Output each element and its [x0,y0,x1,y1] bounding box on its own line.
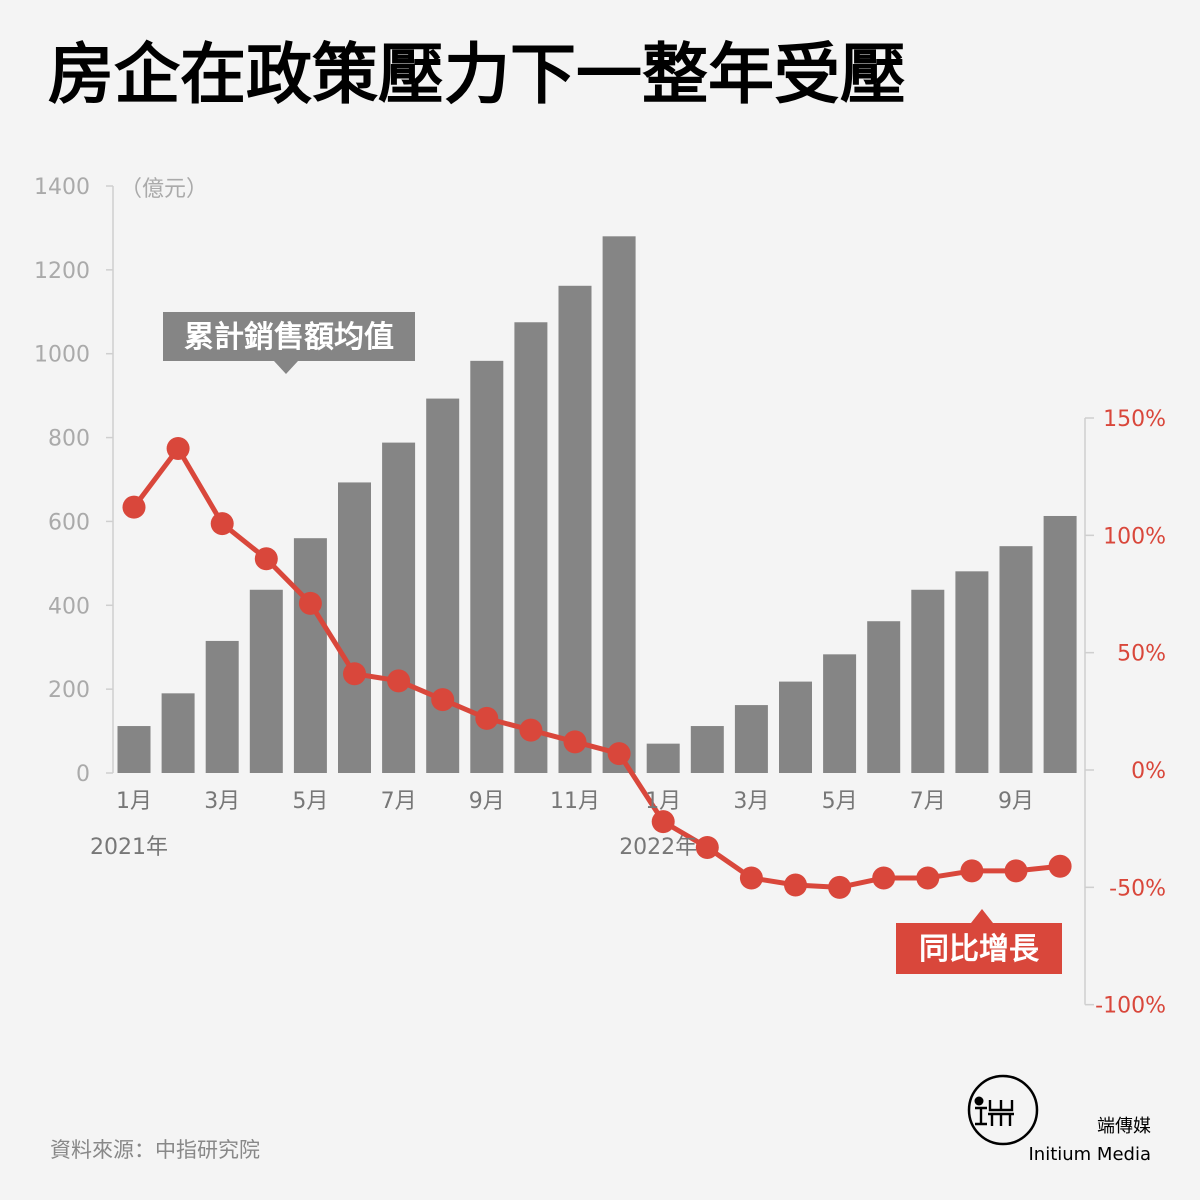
bar [734,705,768,773]
x-tick-label: 9月 [998,789,1034,814]
brand-name-cn: 端傳媒 [1097,1116,1151,1137]
line-series-tag: 同比增長 [896,909,1062,974]
x-tick-label: 5月 [822,789,858,814]
bar [1043,515,1077,773]
line-series-tag-label: 同比增長 [919,932,1040,967]
growth-point [1048,854,1072,878]
y-left-unit: （億元） [120,177,208,202]
growth-point [916,866,940,890]
axis-labels: 0 200 400 600 800 1000 1200 1400 （億元） -100% -50% 0%… [34,175,1166,1019]
y-left-tick-label: 1000 [34,343,90,368]
line-series-tag-box [896,923,1062,974]
bar [117,726,151,773]
logo-dot [974,1096,984,1106]
bar [867,621,901,773]
growth-line [122,437,1072,899]
chart-title: 房企在政策壓力下一整年受壓 [48,36,906,113]
growth-point [254,547,278,571]
bar [558,285,592,773]
x-tick-label: 1月 [116,789,152,814]
growth-point [607,742,631,766]
growth-line-path [132,446,1061,890]
bar [161,693,195,773]
bar [602,236,636,774]
growth-point [519,718,543,742]
y-left-tick-label: 600 [48,510,90,535]
bar [249,589,283,773]
bar [293,538,327,773]
y-right-tick-label: 50% [1117,642,1166,667]
y-left-tick-label: 0 [76,762,90,787]
x-tick-label: 5月 [292,789,328,814]
growth-point [563,730,587,754]
y-left-tick-label: 1200 [34,259,90,284]
y-right-tick-label: 0% [1131,759,1166,784]
y-left-tick-label: 1400 [34,175,90,200]
year-label: 2022年 [619,835,697,860]
x-tick-label: 9月 [469,789,505,814]
bar [205,640,239,773]
bar-series-tag: 累計銷售額均值 [163,312,415,374]
x-tick-label: 7月 [381,789,417,814]
growth-point [960,859,984,883]
growth-point [651,810,675,834]
growth-point [695,835,719,859]
bar-series-tag-pointer [274,361,298,374]
bar [514,322,548,773]
bar [426,398,460,773]
brand-logo: 端傳媒 Initium Media [967,1074,1151,1165]
line-series-tag-pointer [971,909,993,923]
x-tick-label: 3月 [204,789,240,814]
growth-point [784,873,807,897]
growth-point [1004,859,1028,883]
growth-point [872,866,896,890]
bar [823,654,857,773]
x-tick-label: 11月 [550,789,600,814]
growth-point [122,495,146,519]
bar-series-tag-box [163,312,415,361]
x-tick-label: 3月 [733,789,769,814]
growth-point [343,662,366,686]
source-note: 資料來源：中指研究院 [50,1138,260,1162]
bar [470,360,504,773]
bar [999,546,1033,773]
bar [690,726,724,773]
logo-circle [967,1074,1039,1146]
growth-point [431,688,455,712]
x-tick-label: 7月 [910,789,946,814]
bar [646,743,680,773]
bar [779,681,812,773]
y-left-tick-label: 800 [48,427,90,452]
x-tick-label: 1月 [645,789,681,814]
growth-point [475,706,499,730]
growth-point [387,669,411,693]
bar [338,482,371,773]
y-right-tick-label: -50% [1109,876,1166,901]
y-right-tick-label: 150% [1103,407,1166,432]
growth-point [298,591,322,615]
y-left-tick-label: 200 [48,678,90,703]
bar [911,589,945,773]
logo-glyph [975,1100,1014,1126]
y-left-tick-label: 400 [48,594,90,619]
growth-point [210,512,234,536]
growth-point [828,875,852,899]
bar-series-tag-label: 累計銷售額均值 [184,320,394,355]
bar [382,442,416,773]
growth-point [166,437,190,461]
axes [106,185,1094,1006]
y-right-tick-label: 100% [1103,524,1166,549]
y-right-tick-label: -100% [1095,994,1166,1019]
growth-point [739,866,763,890]
brand-name-en: Initium Media [1028,1144,1151,1165]
year-label: 2021年 [90,835,168,860]
bar [955,571,989,773]
